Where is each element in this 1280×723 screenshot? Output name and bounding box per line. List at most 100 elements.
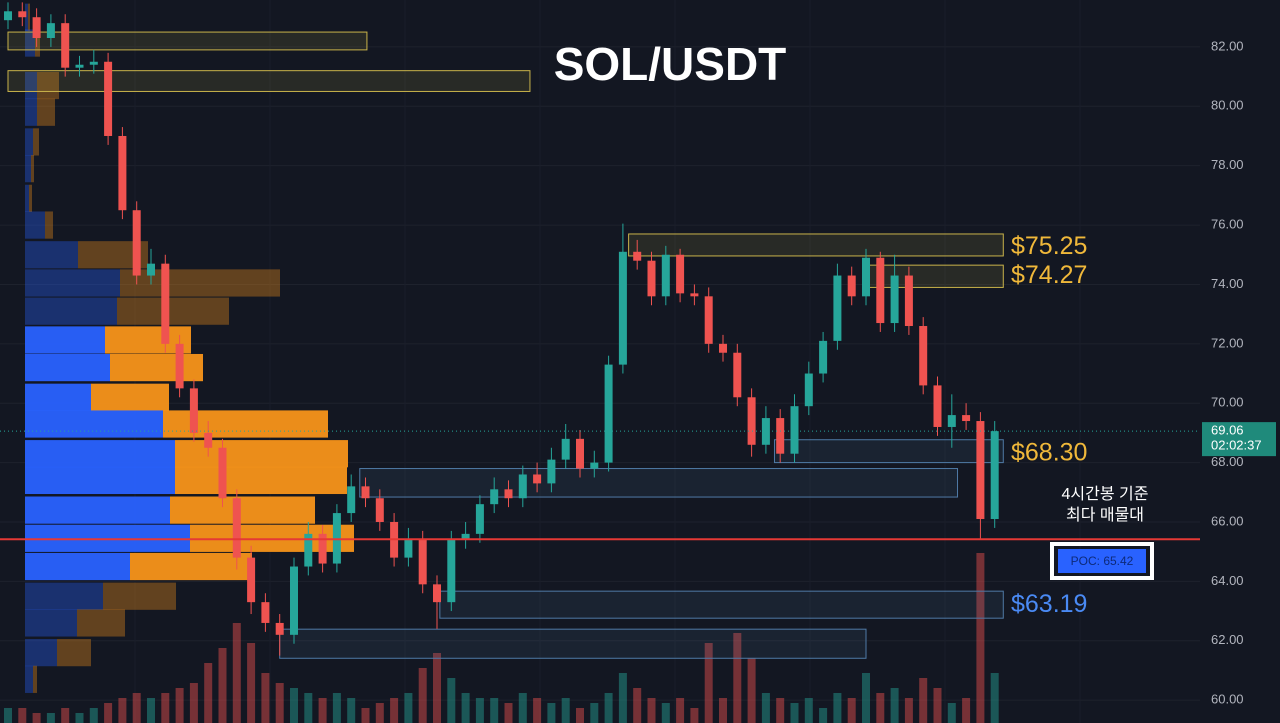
candle-body	[833, 275, 842, 341]
volume-layer	[4, 553, 999, 723]
volume-bar	[347, 698, 356, 723]
volume-bar	[747, 658, 756, 723]
volume-bar	[418, 668, 427, 723]
volume-bar	[618, 673, 627, 723]
profile-sell	[175, 466, 347, 495]
candle-body	[261, 602, 270, 623]
profile-buy	[25, 466, 175, 495]
candle-body	[18, 11, 27, 18]
candle-body	[533, 474, 542, 484]
candles	[4, 2, 999, 656]
poc-frame	[1050, 542, 1154, 580]
candle-body	[275, 622, 284, 635]
volume-bar	[904, 698, 913, 723]
candle-body	[518, 474, 527, 499]
profile-buy	[25, 269, 120, 297]
candle-body	[447, 539, 456, 603]
volume-bar	[876, 693, 885, 723]
volume-bar	[990, 673, 999, 723]
zone	[359, 468, 959, 498]
profile-sell	[45, 211, 53, 239]
volume-bar	[189, 683, 198, 723]
candle-body	[204, 432, 213, 448]
candle-body	[475, 504, 484, 534]
volume-bar	[18, 708, 27, 723]
profile-buy	[25, 609, 77, 637]
profile-sell	[110, 353, 203, 382]
y-tick-label: 60.00	[1211, 692, 1244, 707]
candle-body	[104, 61, 113, 136]
volume-bar	[461, 693, 470, 723]
zone	[439, 590, 1004, 619]
profile-buy	[25, 496, 170, 524]
profile-buy	[25, 410, 163, 438]
candle-body	[819, 340, 828, 374]
volume-bar	[447, 678, 456, 723]
volume-bar	[361, 708, 370, 723]
y-tick-label: 64.00	[1211, 573, 1244, 588]
candle-body	[661, 254, 670, 297]
candle-body	[418, 539, 427, 585]
profile-sell	[29, 184, 32, 212]
candle-body	[561, 438, 570, 460]
candle-body	[361, 486, 370, 499]
candle-body	[947, 415, 956, 427]
candle-body	[604, 364, 613, 463]
volume-bar	[147, 698, 155, 723]
volume-bar	[790, 703, 799, 723]
candle-body	[761, 418, 770, 445]
profile-buy	[25, 3, 28, 31]
zone	[7, 70, 531, 92]
zone	[628, 233, 1004, 257]
zone	[279, 628, 867, 659]
profile-sell	[28, 3, 30, 31]
volume-bar	[218, 648, 227, 723]
profile-sell	[35, 29, 40, 57]
candle-body	[304, 533, 313, 567]
profile-buy	[25, 582, 103, 610]
volume-bar	[690, 708, 699, 723]
volume-bar	[61, 708, 70, 723]
candle-body	[132, 210, 141, 276]
volume-bar	[518, 693, 527, 723]
candle-body	[189, 388, 198, 433]
volume-bar	[4, 708, 12, 723]
profile-buy	[25, 98, 37, 126]
volume-bar	[132, 693, 141, 723]
poc-badge	[1058, 549, 1146, 573]
zone	[864, 264, 1004, 288]
profile-sell	[31, 155, 34, 183]
profile-buy	[25, 128, 33, 156]
candle-body	[175, 343, 184, 389]
volume-bar	[661, 703, 670, 723]
candle-body	[147, 263, 155, 276]
candle-body	[347, 486, 356, 514]
y-tick-label: 82.00	[1211, 38, 1244, 53]
volume-bar	[433, 653, 441, 723]
candle-body	[704, 296, 713, 344]
y-tick-label: 76.00	[1211, 217, 1244, 232]
overlay: 60.00 62.00 64.00 66.00 68.00 70.00 72.00 74.00…	[0, 38, 1276, 707]
candle-body	[919, 326, 928, 386]
volume-bar	[89, 708, 98, 723]
candle-body	[433, 584, 441, 603]
volume-bar	[290, 688, 298, 723]
profile-buy	[25, 241, 78, 269]
volume-bar	[947, 703, 956, 723]
volume-bar	[175, 688, 184, 723]
candle-body	[804, 373, 813, 407]
profile-buy	[25, 297, 117, 325]
volume-bar	[261, 673, 270, 723]
volume-bar	[804, 698, 813, 723]
candle-body	[976, 421, 985, 520]
y-tick-label: 70.00	[1211, 395, 1244, 410]
y-tick-label: 80.00	[1211, 98, 1244, 113]
zone	[7, 31, 368, 51]
candle-body	[490, 489, 499, 505]
volume-bar	[676, 698, 685, 723]
profile-sell	[37, 98, 55, 126]
volume-bar	[475, 698, 484, 723]
level-label: $63.19	[1011, 590, 1087, 618]
candle-body	[933, 385, 942, 427]
